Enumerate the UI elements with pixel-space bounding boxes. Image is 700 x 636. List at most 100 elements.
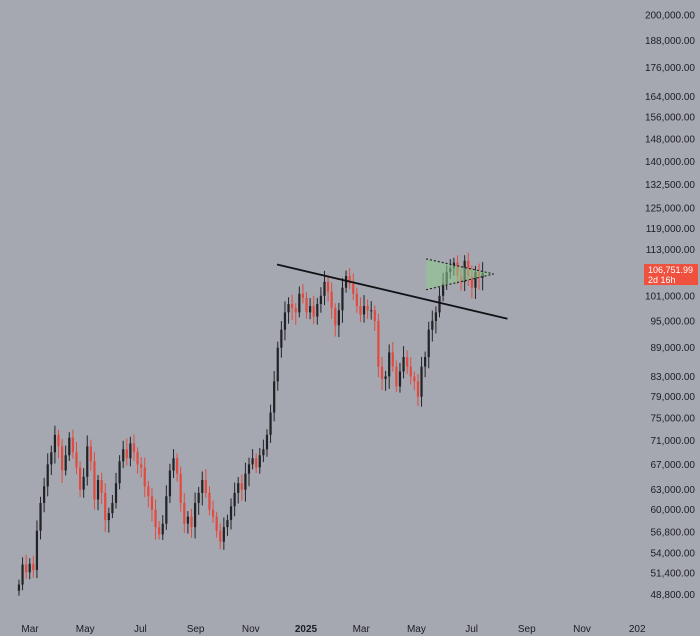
candle: [388, 344, 391, 389]
candle: [183, 493, 186, 533]
y-tick-label: 125,000.00: [645, 204, 695, 215]
candle-body: [344, 275, 348, 288]
candle: [201, 471, 204, 506]
candle: [104, 483, 107, 532]
candle-body: [114, 483, 118, 503]
candle: [326, 275, 330, 302]
candle-body: [100, 479, 103, 493]
candle-body: [402, 357, 405, 372]
candle: [384, 370, 387, 391]
candle: [391, 342, 394, 372]
candle-body: [352, 283, 355, 294]
candle-body: [474, 272, 477, 288]
candles: [17, 252, 484, 596]
candle: [140, 457, 143, 478]
candle-body: [28, 563, 31, 573]
candle-body: [348, 275, 351, 284]
candle-body: [283, 312, 287, 330]
candle-body: [136, 452, 139, 465]
candle: [341, 277, 344, 323]
candle-body: [89, 446, 92, 462]
candle: [86, 435, 89, 486]
candle: [434, 306, 438, 334]
candle-body: [424, 357, 427, 367]
candle-body: [384, 376, 387, 379]
candle: [111, 494, 114, 519]
candle-body: [129, 443, 132, 459]
candle-body: [258, 455, 261, 468]
candle-body: [416, 381, 420, 397]
candle: [298, 286, 301, 318]
candle-body: [316, 303, 319, 317]
candle: [17, 579, 21, 596]
candle: [118, 455, 121, 490]
candle-body: [96, 479, 100, 500]
candle: [395, 360, 398, 393]
candle-body: [298, 293, 301, 313]
triangle-fill: [426, 258, 494, 290]
candle-body: [441, 283, 445, 296]
candle: [143, 457, 146, 498]
candle-body: [122, 449, 125, 462]
candle-body: [17, 584, 21, 591]
candle-body: [25, 564, 28, 573]
candle-body: [68, 437, 71, 456]
y-tick-label: 71,000.00: [651, 436, 696, 447]
x-tick-label: Jul: [134, 624, 147, 635]
candle-body: [438, 295, 441, 313]
candle-body: [319, 295, 323, 304]
candle: [50, 445, 53, 475]
candle-body: [305, 297, 308, 313]
candle: [226, 514, 229, 536]
candle-body: [377, 320, 380, 367]
candle-body: [265, 434, 269, 450]
candle-body: [373, 310, 376, 321]
candle-body: [273, 381, 276, 413]
candle: [96, 475, 100, 511]
candle: [319, 287, 323, 313]
candle: [431, 310, 434, 342]
candle-body: [406, 357, 409, 367]
candle: [301, 284, 305, 304]
candle: [424, 351, 427, 378]
candle: [204, 469, 207, 498]
candle: [402, 346, 405, 379]
x-tick-label: 2025: [295, 624, 318, 635]
y-tick-label: 83,000.00: [651, 372, 696, 383]
candle-body: [93, 461, 96, 500]
candle: [308, 298, 312, 320]
candle-body: [78, 467, 82, 490]
candle: [165, 485, 168, 530]
candle: [362, 295, 366, 323]
candle: [291, 294, 294, 321]
candle: [132, 434, 136, 462]
candle-body: [233, 492, 236, 507]
y-tick-label: 140,000.00: [645, 157, 695, 168]
candle-body: [269, 412, 272, 435]
x-tick-label: Jul: [465, 624, 478, 635]
candle-body: [21, 564, 24, 585]
candle: [107, 507, 110, 533]
candle: [240, 474, 243, 501]
candle-body: [165, 496, 168, 524]
y-tick-label: 67,000.00: [651, 460, 696, 471]
candle-body: [330, 291, 333, 309]
candle: [370, 301, 373, 320]
x-tick-label: Sep: [518, 624, 536, 635]
candle-body: [413, 376, 416, 382]
candle: [71, 429, 74, 459]
candle-body: [118, 461, 121, 484]
candle: [28, 558, 31, 580]
candle-body: [211, 509, 215, 517]
y-tick-label: 54,000.00: [651, 548, 696, 559]
candle: [82, 468, 85, 498]
candle-body: [172, 458, 175, 471]
candle: [129, 436, 132, 467]
candle-body: [208, 492, 211, 510]
candle-body: [370, 310, 373, 312]
candle: [176, 453, 179, 482]
candle: [21, 557, 24, 591]
candle: [280, 321, 283, 358]
candle: [380, 356, 384, 391]
